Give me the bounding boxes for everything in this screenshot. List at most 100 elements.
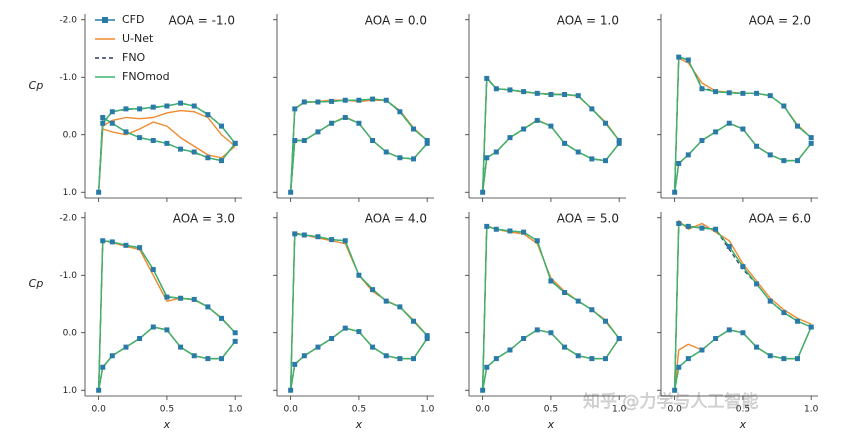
data-marker bbox=[109, 109, 115, 115]
data-marker bbox=[96, 387, 102, 393]
y-axis-label: Cp bbox=[29, 277, 44, 290]
data-marker bbox=[288, 387, 294, 393]
data-marker bbox=[740, 90, 746, 96]
y-tick-label: 1.0 bbox=[63, 386, 78, 396]
data-marker bbox=[150, 104, 156, 110]
data-marker bbox=[713, 226, 719, 232]
data-marker bbox=[740, 330, 746, 336]
data-marker bbox=[370, 287, 376, 293]
data-marker bbox=[521, 126, 527, 132]
data-marker bbox=[342, 97, 348, 103]
data-marker bbox=[205, 155, 211, 161]
data-marker bbox=[589, 307, 595, 313]
data-marker bbox=[397, 356, 403, 362]
x-tick-label: 0.5 bbox=[736, 405, 750, 415]
data-marker bbox=[178, 100, 184, 106]
y-tick-label: -1.0 bbox=[59, 73, 77, 83]
data-marker bbox=[191, 149, 197, 155]
data-marker bbox=[493, 149, 499, 155]
data-marker bbox=[548, 278, 554, 284]
data-marker bbox=[795, 123, 801, 129]
data-marker bbox=[301, 99, 307, 105]
data-marker bbox=[480, 387, 486, 393]
data-marker bbox=[123, 106, 129, 112]
data-marker bbox=[726, 244, 732, 249]
data-marker bbox=[383, 353, 389, 359]
data-marker bbox=[676, 221, 682, 226]
data-marker bbox=[397, 109, 403, 115]
data-marker bbox=[493, 356, 499, 362]
data-marker bbox=[329, 120, 335, 126]
data-marker bbox=[164, 327, 170, 333]
panel-title: AOA = 2.0 bbox=[749, 14, 811, 28]
data-marker bbox=[562, 290, 568, 295]
x-tick-label: 0.0 bbox=[667, 405, 682, 415]
data-marker bbox=[603, 356, 609, 362]
data-marker bbox=[424, 333, 430, 339]
data-marker bbox=[356, 97, 362, 103]
data-marker bbox=[507, 87, 513, 93]
data-marker bbox=[484, 155, 490, 161]
data-marker bbox=[150, 138, 156, 143]
data-marker bbox=[301, 232, 307, 238]
data-marker bbox=[767, 93, 773, 99]
data-marker bbox=[676, 364, 682, 370]
panel-title: AOA = 3.0 bbox=[173, 212, 235, 226]
data-marker bbox=[100, 364, 106, 370]
data-marker bbox=[232, 330, 238, 336]
data-marker bbox=[424, 140, 430, 146]
data-marker bbox=[699, 86, 705, 92]
data-marker bbox=[685, 223, 691, 229]
x-tick-label: 1.0 bbox=[804, 405, 819, 415]
data-marker bbox=[754, 344, 760, 350]
data-marker bbox=[534, 90, 540, 96]
data-marker bbox=[713, 129, 719, 135]
data-marker bbox=[109, 120, 115, 126]
data-marker bbox=[616, 138, 622, 143]
panel-title: AOA = 6.0 bbox=[749, 212, 811, 226]
data-marker bbox=[699, 347, 705, 353]
data-marker bbox=[164, 294, 170, 300]
data-marker bbox=[164, 103, 170, 109]
data-marker bbox=[301, 353, 307, 359]
x-tick-label: 1.0 bbox=[228, 405, 243, 415]
data-marker bbox=[137, 245, 143, 251]
data-marker bbox=[754, 143, 760, 149]
data-marker bbox=[137, 135, 143, 141]
data-marker bbox=[603, 158, 609, 164]
panel-title: AOA = 4.0 bbox=[365, 212, 427, 226]
data-marker bbox=[205, 112, 211, 118]
data-marker bbox=[589, 356, 595, 362]
data-marker bbox=[740, 264, 746, 270]
data-marker bbox=[808, 135, 814, 141]
data-marker bbox=[356, 272, 362, 278]
data-marker bbox=[370, 344, 376, 350]
data-marker bbox=[767, 353, 773, 359]
data-marker bbox=[699, 138, 705, 143]
data-marker bbox=[795, 158, 801, 164]
data-marker bbox=[411, 156, 417, 162]
data-marker bbox=[164, 140, 170, 146]
data-marker bbox=[342, 238, 348, 244]
data-marker bbox=[767, 298, 773, 304]
x-tick-label: 0.0 bbox=[475, 405, 490, 415]
data-marker bbox=[575, 298, 581, 304]
y-tick-label: 1.0 bbox=[63, 188, 78, 198]
data-marker bbox=[232, 140, 238, 146]
x-tick-label: 0.5 bbox=[544, 405, 558, 415]
data-marker bbox=[548, 92, 554, 97]
data-marker bbox=[726, 327, 732, 333]
data-marker bbox=[356, 120, 362, 126]
data-marker bbox=[808, 140, 814, 146]
data-marker bbox=[342, 115, 348, 120]
data-marker bbox=[137, 106, 143, 112]
data-marker bbox=[411, 126, 417, 132]
data-marker bbox=[685, 57, 691, 63]
data-marker bbox=[150, 267, 156, 272]
data-marker bbox=[383, 298, 389, 304]
data-marker bbox=[575, 149, 581, 155]
data-marker bbox=[672, 189, 678, 195]
data-marker bbox=[205, 304, 211, 310]
y-tick-label: -2.0 bbox=[59, 213, 77, 223]
data-marker bbox=[232, 338, 238, 344]
